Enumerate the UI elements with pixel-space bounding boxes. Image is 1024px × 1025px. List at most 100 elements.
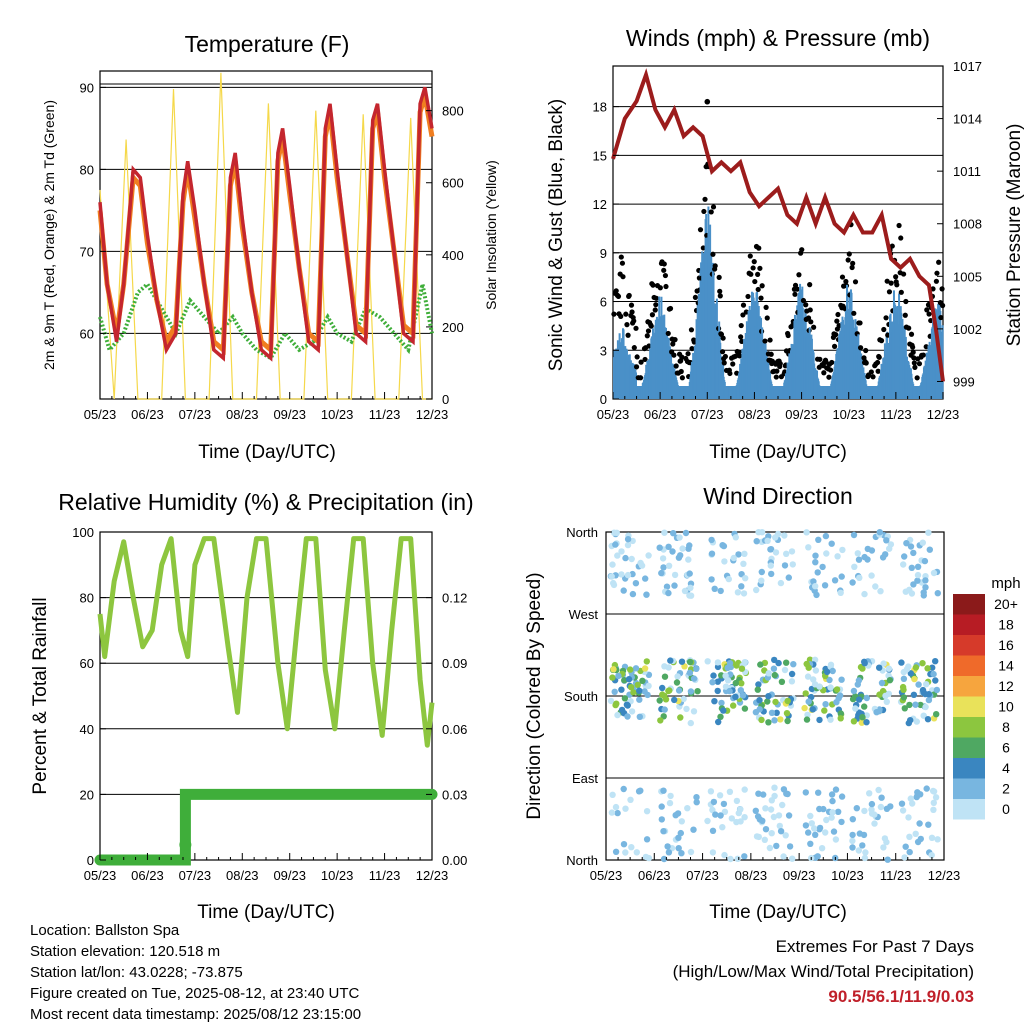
direction-point bbox=[671, 582, 678, 589]
direction-point bbox=[908, 564, 915, 571]
x-tick-label: 08/23 bbox=[735, 868, 768, 883]
gust-point bbox=[662, 272, 669, 279]
winds-ylabel: Sonic Wind & Gust (Blue, Black) bbox=[546, 99, 567, 371]
direction-point bbox=[811, 681, 819, 688]
direction-point bbox=[788, 670, 796, 678]
gust-point bbox=[745, 293, 751, 300]
direction-point bbox=[821, 707, 828, 714]
gust-point bbox=[939, 286, 945, 292]
direction-point bbox=[726, 660, 734, 667]
direction-point bbox=[812, 831, 819, 838]
direction-point bbox=[674, 673, 681, 680]
direction-point bbox=[930, 806, 937, 813]
direction-point bbox=[880, 660, 887, 667]
direction-point bbox=[683, 705, 690, 713]
temperature-title: Temperature (F) bbox=[185, 31, 350, 57]
direction-point bbox=[645, 552, 652, 559]
y2-tick-label: 999 bbox=[953, 374, 975, 389]
gust-point bbox=[911, 355, 917, 361]
direction-point bbox=[730, 702, 737, 709]
extremes-heading: Extremes For Past 7 Days bbox=[775, 937, 974, 956]
colorbar: 20+ 18 16 14 12 10 8 6 4 2 0 bbox=[953, 594, 1018, 820]
direction-point bbox=[872, 583, 879, 590]
gust-point bbox=[940, 302, 946, 309]
direction-point bbox=[674, 810, 682, 817]
direction-point bbox=[822, 829, 829, 836]
direction-point bbox=[643, 658, 650, 665]
direction-point bbox=[740, 590, 748, 597]
direction-point bbox=[636, 696, 643, 703]
direction-point bbox=[933, 711, 940, 718]
direction-point bbox=[765, 719, 772, 726]
y-tick-label: North bbox=[566, 853, 598, 868]
direction-point bbox=[772, 549, 780, 556]
direction-point bbox=[665, 562, 673, 569]
direction-point bbox=[919, 539, 926, 546]
gust-point bbox=[920, 352, 926, 358]
gust-point bbox=[785, 332, 791, 339]
gust-point bbox=[758, 295, 764, 301]
direction-point bbox=[855, 696, 863, 703]
precipitation-line bbox=[94, 788, 438, 866]
gust-point bbox=[794, 286, 800, 292]
y2-tick-label: 600 bbox=[442, 176, 464, 191]
direction-point bbox=[871, 811, 878, 818]
y2-tick-label: 400 bbox=[442, 248, 464, 263]
gust-point bbox=[773, 374, 779, 380]
direction-point bbox=[758, 568, 765, 576]
direction-point bbox=[608, 573, 615, 580]
direction-point bbox=[915, 681, 922, 688]
gust-point bbox=[689, 345, 695, 352]
direction-point bbox=[876, 691, 883, 698]
direction-point bbox=[657, 717, 664, 724]
direction-point bbox=[859, 842, 866, 849]
direction-point bbox=[669, 548, 676, 555]
x-tick-label: 07/23 bbox=[179, 868, 212, 883]
direction-point bbox=[925, 696, 933, 704]
direction-point bbox=[823, 550, 830, 557]
colorbar-label: 20+ bbox=[994, 596, 1018, 612]
direction-point bbox=[709, 679, 716, 686]
direction-point bbox=[910, 691, 918, 698]
direction-point bbox=[714, 687, 721, 695]
direction-point bbox=[849, 816, 856, 823]
x-tick-label: 10/23 bbox=[321, 868, 354, 883]
direction-point bbox=[664, 843, 671, 850]
gust-point bbox=[831, 343, 838, 349]
direction-point bbox=[902, 843, 909, 850]
direction-point bbox=[684, 805, 691, 812]
direction-point bbox=[721, 558, 728, 565]
colorbar-label: 12 bbox=[998, 678, 1014, 694]
direction-point bbox=[620, 841, 628, 848]
direction-point bbox=[876, 529, 883, 536]
gust-point bbox=[896, 222, 902, 229]
direction-point bbox=[742, 575, 749, 582]
gust-point bbox=[638, 359, 644, 365]
direction-point bbox=[783, 550, 790, 557]
direction-point bbox=[932, 677, 939, 684]
direction-point bbox=[661, 692, 668, 700]
x-tick-label: 07/23 bbox=[691, 407, 724, 422]
gust-point bbox=[851, 310, 857, 316]
gust-point bbox=[800, 297, 807, 304]
x-tick-label: 10/23 bbox=[831, 868, 864, 883]
humidity-plot-frame bbox=[99, 531, 433, 861]
direction-point bbox=[901, 854, 908, 861]
gust-point bbox=[767, 337, 773, 343]
gust-point bbox=[811, 324, 817, 330]
gust-point bbox=[796, 272, 802, 278]
gust-point bbox=[835, 311, 841, 318]
gust-point bbox=[717, 288, 723, 294]
direction-point bbox=[774, 530, 782, 538]
direction-point bbox=[859, 665, 866, 672]
direction-point bbox=[677, 714, 684, 721]
colorbar-label: 8 bbox=[1002, 719, 1010, 735]
direction-point bbox=[741, 786, 748, 793]
gust-point bbox=[833, 332, 839, 338]
direction-point bbox=[773, 842, 780, 850]
direction-point bbox=[900, 694, 908, 701]
gust-point bbox=[829, 359, 835, 366]
direction-point bbox=[900, 668, 907, 676]
y2-tick-label: 0.03 bbox=[442, 787, 467, 802]
gust-point bbox=[908, 331, 915, 337]
